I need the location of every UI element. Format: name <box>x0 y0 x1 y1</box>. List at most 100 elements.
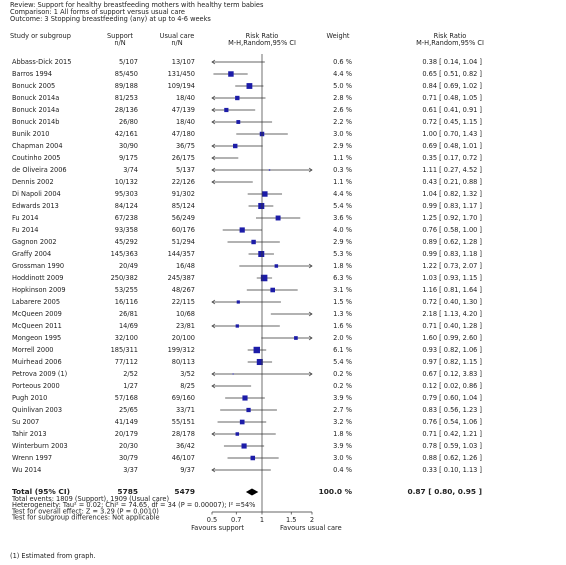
col-usual-unit: n/N <box>171 39 182 47</box>
weight-label: 4.4 % <box>333 190 352 198</box>
usual-events: 22/126 <box>172 178 195 186</box>
weight-label: 3.6 % <box>333 214 352 222</box>
total-support: 5785 <box>117 487 138 496</box>
weight-label: 6.3 % <box>333 274 352 282</box>
support-events: 185/311 <box>111 346 138 354</box>
usual-events: 10/68 <box>176 310 195 318</box>
point-estimate <box>235 432 240 436</box>
review: Review: Support for healthy breastfeedin… <box>10 1 264 9</box>
study-name: Hopkinson 2009 <box>12 286 66 294</box>
point-estimate <box>246 407 251 413</box>
support-events: 145/363 <box>111 250 138 258</box>
col-plot: Risk Ratio <box>246 32 279 40</box>
ci-arrow-right <box>308 371 313 377</box>
ratio-label: 1.03 [ 0.93, 1.15 ] <box>422 274 482 282</box>
ci-arrow-left <box>211 155 216 161</box>
usual-events: 20/100 <box>172 334 195 342</box>
study-name: Pugh 2010 <box>12 394 47 402</box>
support-events: 77/112 <box>115 358 138 366</box>
weight-label: 5.4 % <box>333 358 352 366</box>
ratio-label: 1.25 [ 0.92, 1.70 ] <box>422 214 482 222</box>
ratio-label: 0.71 [ 0.40, 1.28 ] <box>422 322 482 330</box>
usual-events: 85/124 <box>172 202 195 210</box>
ratio-label: 0.35 [ 0.17, 0.72 ] <box>422 154 482 162</box>
point-estimate <box>236 120 241 124</box>
ratio-label: 1.60 [ 0.99, 2.60 ] <box>422 334 482 342</box>
usual-events: 47/139 <box>172 106 195 114</box>
support-events: 89/188 <box>115 82 138 90</box>
usual-events: 36/42 <box>176 442 195 450</box>
study-name: Bonuck 2005 <box>12 82 55 90</box>
weight-label: 3.0 % <box>333 454 352 462</box>
ratio-label: 0.71 [ 0.48, 1.05 ] <box>422 94 482 102</box>
study-name: Barros 1994 <box>12 70 52 78</box>
study-name: McQueen 2009 <box>12 310 62 318</box>
ratio-label: 0.72 [ 0.45, 1.15 ] <box>422 118 482 126</box>
ratio-label: 0.78 [ 0.59, 1.03 ] <box>422 442 482 450</box>
ratio-label: 0.33 [ 0.10, 1.13 ] <box>422 466 482 474</box>
total-usual: 5479 <box>174 487 195 496</box>
ratio-label: 0.84 [ 0.69, 1.02 ] <box>422 82 482 90</box>
total-diamond <box>245 488 259 496</box>
point-estimate <box>251 239 256 245</box>
study-name: Morrell 2000 <box>12 346 53 354</box>
study-name: Edwards 2013 <box>12 202 59 210</box>
point-estimate <box>274 264 279 268</box>
study-name: Su 2007 <box>12 418 39 426</box>
ci-arrow-left <box>211 383 216 389</box>
total-label: Total (95% CI) <box>12 487 70 496</box>
point-estimate <box>236 300 240 304</box>
usual-events: 55/151 <box>172 418 195 426</box>
point-estimate <box>260 274 268 282</box>
weight-label: 1.1 % <box>333 154 352 162</box>
study-name: Porteous 2000 <box>12 382 60 390</box>
weight-label: 1.3 % <box>333 310 352 318</box>
usual-events: 47/180 <box>172 130 195 138</box>
point-estimate <box>235 324 239 328</box>
support-events: 81/253 <box>115 94 138 102</box>
support-events: 16/116 <box>115 298 138 306</box>
study-name: Labarere 2005 <box>12 298 60 306</box>
study-name: Bunik 2010 <box>12 130 49 138</box>
weight-label: 1.5 % <box>333 298 352 306</box>
x-tick-label: 2 <box>310 516 314 524</box>
study-name: Tahir 2013 <box>11 430 47 438</box>
ratio-label: 0.83 [ 0.56, 1.23 ] <box>422 406 482 414</box>
study-name: Bonuck 2014a <box>12 94 59 102</box>
weight-label: 0.6 % <box>333 58 352 66</box>
usual-events: 199/312 <box>168 346 195 354</box>
ci-arrow-left <box>211 167 216 173</box>
usual-events: 56/249 <box>172 214 195 222</box>
x-tick-label: 0.5 <box>207 516 218 524</box>
support-events: 26/80 <box>119 118 138 126</box>
support-events: 2/52 <box>123 370 138 378</box>
point-estimate <box>258 251 265 257</box>
usual-events: 33/71 <box>176 406 195 414</box>
ratio-label: 0.38 [ 0.14, 1.04 ] <box>422 58 482 66</box>
weight-label: 2.2 % <box>333 118 352 126</box>
study-name: McQueen 2011 <box>12 322 62 330</box>
usual-events: 144/357 <box>168 250 195 258</box>
weight-label: 2.9 % <box>333 142 352 150</box>
ci-arrow-right <box>308 311 313 317</box>
weight-label: 0.4 % <box>333 466 352 474</box>
ratio-label: 0.89 [ 0.62, 1.28 ] <box>422 238 482 246</box>
comparison: Comparison: 1 All forms of support versu… <box>10 8 185 16</box>
support-events: 67/238 <box>115 214 138 222</box>
col-support-unit: n/N <box>114 39 125 47</box>
ci-arrow-left <box>211 431 216 437</box>
point-estimate <box>250 455 256 461</box>
col-plot-method: M-H,Random,95% CI <box>228 39 296 47</box>
x-tick-label: 0.7 <box>231 516 242 524</box>
point-estimate <box>239 419 245 425</box>
ratio-label: 0.76 [ 0.58, 1.00 ] <box>422 226 482 234</box>
support-events: 28/136 <box>115 106 138 114</box>
weight-label: 3.9 % <box>333 442 352 450</box>
support-events: 42/161 <box>115 130 138 138</box>
study-name: Winterburn 2003 <box>12 442 68 450</box>
study-name: Wrenn 1997 <box>12 454 52 462</box>
weight-label: 6.1 % <box>333 346 352 354</box>
summary-note: Test for subgroup differences: Not appli… <box>11 514 160 522</box>
support-events: 57/168 <box>115 394 138 402</box>
support-events: 30/79 <box>119 454 138 462</box>
